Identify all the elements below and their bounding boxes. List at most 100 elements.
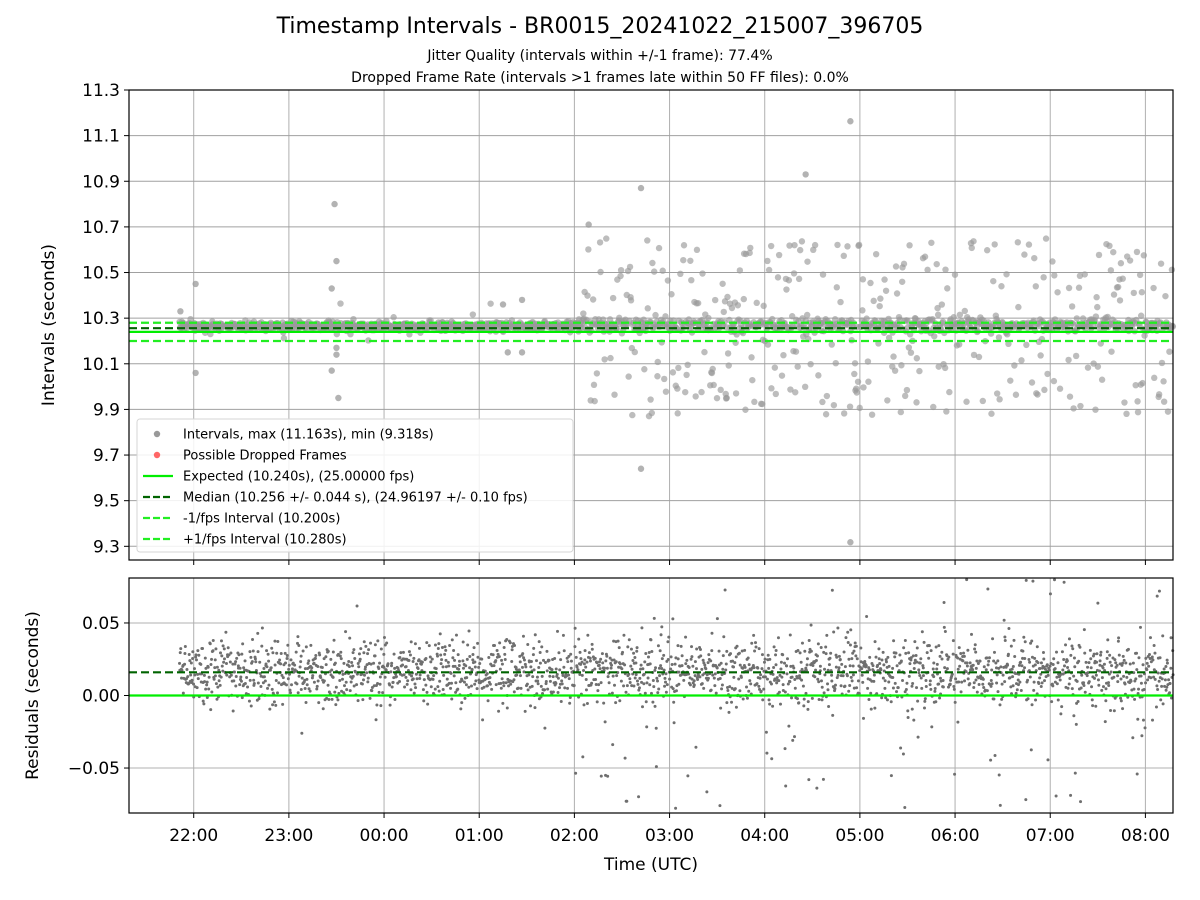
residual-point [183, 662, 187, 666]
interval-point [1151, 374, 1158, 382]
residual-point [264, 662, 268, 666]
residual-point [457, 659, 461, 663]
interval-point [609, 294, 617, 302]
residual-point [378, 661, 382, 665]
residual-point [500, 677, 504, 681]
residual-point [977, 682, 981, 686]
bottom-ytick-label: 0.00 [82, 687, 120, 707]
residual-point [1083, 690, 1087, 694]
residual-point [178, 651, 182, 655]
residual-point [1019, 660, 1023, 664]
interval-point [840, 252, 847, 260]
residual-point [421, 688, 425, 692]
residual-point [655, 676, 659, 680]
residual-point [1155, 594, 1159, 598]
residual-point [378, 682, 382, 686]
interval-point [863, 315, 870, 322]
residual-point [796, 648, 800, 652]
residual-point [531, 653, 535, 657]
residual-point [715, 666, 719, 670]
residual-point [1106, 638, 1110, 642]
residual-point [1058, 678, 1062, 682]
residual-point [573, 626, 577, 630]
residual-point [629, 647, 633, 651]
residual-point [317, 701, 321, 705]
interval-point [1011, 362, 1018, 369]
residual-point [196, 672, 200, 676]
residual-point [1119, 677, 1123, 681]
interval-point [1032, 283, 1039, 290]
residual-point [500, 658, 504, 662]
residual-point [901, 679, 905, 683]
residual-point [1148, 636, 1152, 640]
residual-point [593, 656, 597, 660]
residual-point [1141, 718, 1145, 722]
residual-point [498, 667, 502, 671]
residual-point [637, 795, 641, 799]
residual-point [267, 683, 271, 687]
residual-point [959, 690, 963, 694]
residual-point [567, 677, 571, 681]
residual-point [414, 672, 418, 676]
residual-point [197, 653, 201, 657]
residual-point [920, 630, 924, 634]
residual-point [817, 697, 821, 701]
residual-point [424, 657, 428, 661]
residual-point [208, 642, 212, 646]
residual-point [509, 682, 513, 686]
residual-point [622, 684, 626, 688]
residual-point [418, 673, 422, 677]
residual-point [1001, 673, 1005, 677]
interval-point [280, 335, 288, 342]
residual-point [420, 660, 424, 664]
residual-point [754, 645, 758, 649]
residual-point [1019, 689, 1023, 693]
residual-point [310, 676, 314, 680]
residual-point [312, 661, 316, 665]
residual-point [541, 658, 545, 662]
residual-point [1154, 705, 1158, 709]
residual-point [664, 690, 668, 694]
residual-point [982, 665, 986, 669]
residual-point [518, 674, 522, 678]
interval-point [854, 378, 862, 385]
residual-point [880, 658, 884, 662]
residual-point [887, 664, 891, 668]
residual-point [732, 665, 736, 669]
interval-point [631, 348, 638, 356]
residual-point [625, 684, 629, 688]
residual-point [1156, 688, 1160, 692]
residual-point [932, 675, 936, 679]
residual-point [759, 689, 763, 693]
xtick-label-07:00: 07:00 [1026, 826, 1075, 846]
top-ytick-label: 11.3 [82, 81, 120, 101]
residual-point [713, 684, 717, 688]
residual-point [1021, 656, 1025, 660]
residual-point [219, 639, 223, 643]
residual-points [178, 578, 1175, 810]
residual-point [674, 806, 678, 810]
residual-point [600, 652, 604, 656]
residual-point [873, 640, 877, 644]
interval-point [753, 299, 760, 307]
residual-point [628, 677, 632, 681]
time-axis: 22:00 23:00 00:00 01:00 02:00 03:00 04:00 05:00… [169, 560, 1170, 875]
residual-point [798, 651, 802, 655]
residual-point [563, 686, 567, 690]
residual-point [204, 687, 208, 691]
residual-point [910, 707, 914, 711]
residual-point [205, 683, 209, 687]
residual-point [723, 588, 727, 592]
residual-point [905, 681, 909, 685]
residual-point [1065, 659, 1069, 663]
residual-point [875, 692, 879, 696]
residual-point [556, 690, 560, 694]
interval-point [956, 311, 964, 318]
residual-point [982, 685, 986, 689]
residual-point [732, 675, 736, 679]
legend: Intervals, max (11.163s), min (9.318s)Po… [136, 418, 574, 553]
residual-point [830, 679, 834, 683]
residual-point [350, 660, 354, 664]
residual-point [696, 677, 700, 681]
